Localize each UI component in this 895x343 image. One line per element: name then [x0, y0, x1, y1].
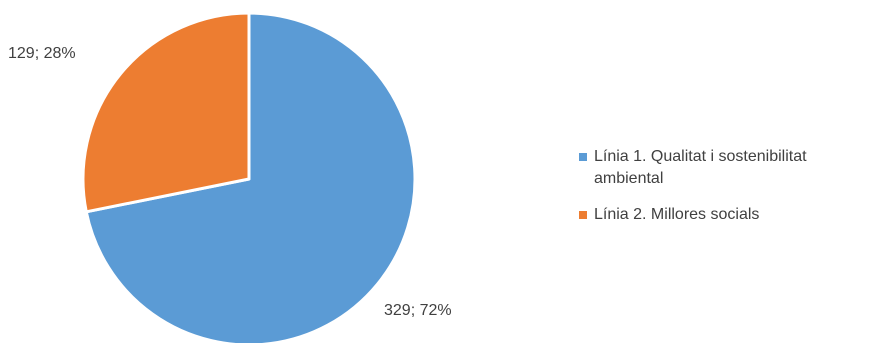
- data-label-linia-1: 329; 72%: [384, 302, 452, 319]
- data-label-linia-2: 129; 28%: [8, 45, 76, 62]
- legend-swatch-linia-2: [579, 211, 587, 219]
- legend-label-linia-2: Línia 2. Millores socials: [594, 206, 760, 223]
- legend-item-linia-1: Línia 1. Qualitat i sostenibilitat ambie…: [579, 146, 879, 190]
- legend-label-linia-1: Línia 1. Qualitat i sostenibilitat ambie…: [594, 148, 807, 187]
- pie-slice-linia-1: [84, 11, 417, 343]
- legend-item-linia-2: Línia 2. Millores socials: [579, 204, 879, 226]
- legend: Línia 1. Qualitat i sostenibilitat ambie…: [579, 146, 879, 226]
- pie-slice-linia-2: [81, 11, 251, 214]
- legend-swatch-linia-1: [579, 153, 587, 161]
